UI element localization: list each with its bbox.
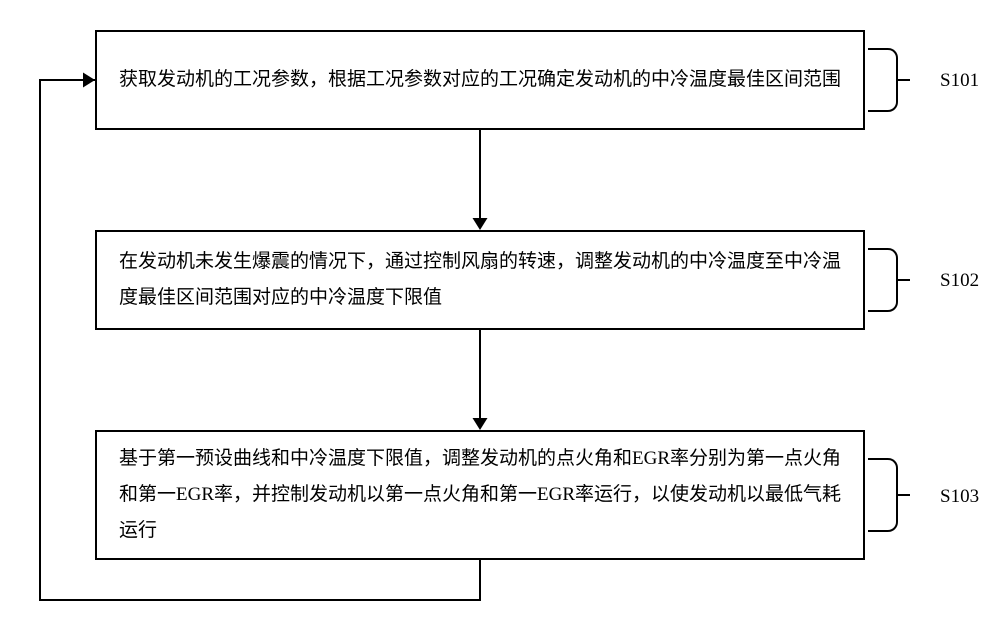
step-label-s103: S103 bbox=[940, 486, 979, 508]
node-text: 基于第一预设曲线和中冷温度下限值，调整发动机的点火角和EGR率分别为第一点火角和… bbox=[119, 441, 841, 549]
step-label-s102: S102 bbox=[940, 270, 979, 292]
flowchart-container: 获取发动机的工况参数，根据工况参数对应的工况确定发动机的中冷温度最佳区间范围 S1… bbox=[0, 0, 1000, 643]
flowchart-node-s101: 获取发动机的工况参数，根据工况参数对应的工况确定发动机的中冷温度最佳区间范围 bbox=[95, 30, 865, 130]
label-bracket-s101 bbox=[868, 48, 898, 112]
step-label-s101: S101 bbox=[940, 70, 979, 92]
flowchart-node-s103: 基于第一预设曲线和中冷温度下限值，调整发动机的点火角和EGR率分别为第一点火角和… bbox=[95, 430, 865, 560]
node-text: 获取发动机的工况参数，根据工况参数对应的工况确定发动机的中冷温度最佳区间范围 bbox=[119, 62, 841, 98]
node-text: 在发动机未发生爆震的情况下，通过控制风扇的转速，调整发动机的中冷温度至中冷温度最… bbox=[119, 244, 841, 316]
label-bracket-s102 bbox=[868, 248, 898, 312]
label-bracket-s103 bbox=[868, 458, 898, 532]
flowchart-node-s102: 在发动机未发生爆震的情况下，通过控制风扇的转速，调整发动机的中冷温度至中冷温度最… bbox=[95, 230, 865, 330]
